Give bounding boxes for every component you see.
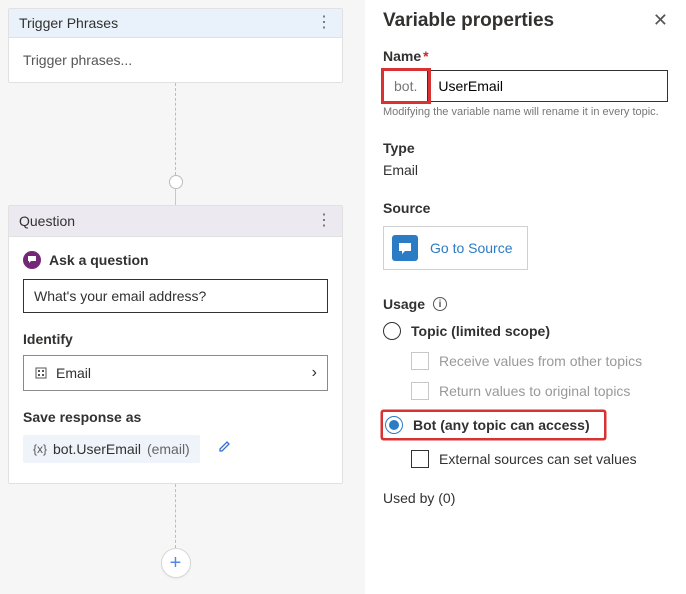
radio-icon — [385, 416, 403, 434]
trigger-card-header: Trigger Phrases ⋮ — [9, 9, 342, 38]
name-label: Name* — [383, 48, 668, 64]
usage-label-text: Usage — [383, 296, 425, 312]
ask-label: Ask a question — [49, 252, 149, 268]
required-indicator: * — [423, 48, 428, 64]
question-card-header: Question ⋮ — [9, 206, 342, 237]
name-prefix: bot. — [384, 71, 428, 101]
usage-bot-label: Bot (any topic can access) — [413, 417, 590, 433]
variable-chip-row: {x} bot.UserEmail (email) — [23, 433, 328, 463]
plus-icon: + — [170, 553, 182, 573]
receive-values-label: Receive values from other topics — [439, 353, 642, 369]
variable-name: bot.UserEmail — [53, 441, 141, 457]
checkbox-icon — [411, 352, 429, 370]
variable-type: (email) — [147, 441, 190, 457]
receive-values-checkbox: Receive values from other topics — [411, 352, 668, 370]
name-hint: Modifying the variable name will rename … — [383, 106, 668, 118]
add-node-button[interactable]: + — [161, 548, 191, 578]
trigger-card: Trigger Phrases ⋮ Trigger phrases... — [8, 8, 343, 83]
variable-icon: {x} — [33, 442, 47, 456]
variable-properties-panel: Variable properties ✕ Name* bot. Modifyi… — [365, 0, 686, 594]
panel-title: Variable properties — [383, 10, 554, 32]
ask-question-row: Ask a question — [23, 251, 328, 269]
more-icon[interactable]: ⋮ — [316, 213, 332, 229]
go-to-source-button[interactable]: Go to Source — [383, 226, 528, 270]
go-to-source-label: Go to Source — [430, 240, 513, 256]
source-icon — [392, 235, 418, 261]
flow-canvas: Trigger Phrases ⋮ Trigger phrases... Que… — [0, 0, 365, 594]
name-label-text: Name — [383, 48, 421, 64]
type-value: Email — [383, 162, 668, 178]
pencil-icon — [218, 439, 232, 453]
info-icon[interactable]: i — [433, 297, 447, 311]
connector-line — [175, 83, 176, 175]
connector-node — [169, 175, 183, 189]
variable-chip[interactable]: {x} bot.UserEmail (email) — [23, 435, 200, 463]
external-sources-checkbox[interactable]: External sources can set values — [411, 450, 668, 468]
used-by-label: Used by (0) — [383, 490, 668, 506]
chevron-right-icon: › — [312, 364, 317, 382]
save-response-label: Save response as — [23, 409, 328, 425]
usage-topic-radio[interactable]: Topic (limited scope) — [383, 322, 668, 340]
question-title: Question — [19, 213, 75, 229]
type-label: Type — [383, 140, 668, 156]
usage-bot-radio[interactable]: Bot (any topic can access) — [383, 412, 604, 438]
checkbox-icon — [411, 450, 429, 468]
identify-selector[interactable]: Email › — [23, 355, 328, 391]
entity-icon — [34, 366, 48, 380]
checkbox-icon — [411, 382, 429, 400]
trigger-body[interactable]: Trigger phrases... — [9, 38, 342, 82]
name-input: bot. — [383, 70, 668, 102]
trigger-title: Trigger Phrases — [19, 15, 118, 31]
message-icon — [23, 251, 41, 269]
connector-line — [175, 189, 176, 205]
source-label: Source — [383, 200, 668, 216]
usage-topic-label: Topic (limited scope) — [411, 323, 550, 339]
identify-value: Email — [56, 365, 91, 381]
question-card: Question ⋮ Ask a question What's your em… — [8, 205, 343, 484]
external-sources-label: External sources can set values — [439, 451, 637, 467]
close-icon[interactable]: ✕ — [653, 10, 668, 31]
name-value-input[interactable] — [428, 71, 667, 101]
usage-label: Usage i — [383, 296, 668, 312]
connector-line — [175, 484, 176, 548]
question-prompt-input[interactable]: What's your email address? — [23, 279, 328, 313]
edit-variable-button[interactable] — [212, 433, 238, 459]
more-icon[interactable]: ⋮ — [316, 15, 332, 31]
identify-label: Identify — [23, 331, 328, 347]
return-values-checkbox: Return values to original topics — [411, 382, 668, 400]
radio-icon — [383, 322, 401, 340]
return-values-label: Return values to original topics — [439, 383, 630, 399]
